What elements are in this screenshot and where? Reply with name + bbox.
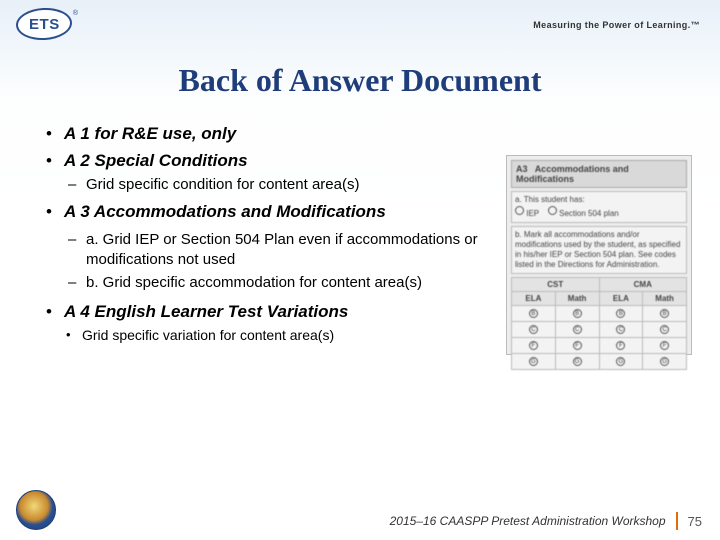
bullet-a4-text: A 4 English Learner Test Variations: [64, 302, 348, 321]
bullet-a3-sub-b: b. Grid specific accommodation for conte…: [64, 273, 484, 293]
bullet-a3-sublist: a. Grid IEP or Section 504 Plan even if …: [64, 230, 686, 293]
bubble-icon: G: [660, 357, 669, 366]
bullet-a2-text: A 2 Special Conditions: [64, 151, 248, 170]
page-number: 75: [688, 514, 702, 529]
bullet-a1: A 1 for R&E use, only: [44, 123, 686, 146]
grid-cell: G: [512, 354, 555, 369]
bubble-icon: G: [616, 357, 625, 366]
grid-cell: G: [643, 354, 686, 369]
bullet-a3-sub-a: a. Grid IEP or Section 504 Plan even if …: [64, 230, 484, 271]
footer-text: 2015–16 CAASPP Pretest Administration Wo…: [390, 514, 666, 528]
grid-cell: G: [556, 354, 599, 369]
footer: 2015–16 CAASPP Pretest Administration Wo…: [0, 490, 720, 530]
grid-cell: G: [600, 354, 643, 369]
bullet-a4: A 4 English Learner Test Variations Grid…: [44, 301, 686, 345]
bullet-a1-text: A 1 for R&E use, only: [64, 124, 236, 143]
content-area: A3 Accommodations and Modifications a. T…: [0, 123, 720, 345]
bullet-list: A 1 for R&E use, only A 2 Special Condit…: [44, 123, 686, 345]
bullet-a4-sublist: Grid specific variation for content area…: [64, 326, 686, 345]
slide-title: Back of Answer Document: [0, 62, 720, 99]
footer-divider: [676, 512, 678, 530]
bullet-a2: A 2 Special Conditions Grid specific con…: [44, 150, 686, 195]
header-bar: ETS ® Measuring the Power of Learning.™: [0, 0, 720, 46]
bubble-icon: G: [573, 357, 582, 366]
ets-logo-oval: ETS: [15, 7, 73, 42]
tagline: Measuring the Power of Learning.™: [533, 20, 700, 30]
ets-logo-text: ETS: [29, 16, 60, 33]
footer-right: 2015–16 CAASPP Pretest Administration Wo…: [390, 512, 702, 530]
ets-logo: ETS ®: [16, 8, 74, 42]
bullet-a4-sub: Grid specific variation for content area…: [64, 326, 686, 345]
registered-mark: ®: [73, 10, 78, 17]
bullet-a3: A 3 Accommodations and Modifications a. …: [44, 201, 686, 293]
bullet-a2-sublist: Grid specific condition for content area…: [64, 175, 686, 195]
seal-icon: [16, 490, 56, 530]
bullet-a2-sub: Grid specific condition for content area…: [64, 175, 544, 195]
bullet-a3-text: A 3 Accommodations and Modifications: [64, 201, 484, 224]
bubble-icon: G: [529, 357, 538, 366]
